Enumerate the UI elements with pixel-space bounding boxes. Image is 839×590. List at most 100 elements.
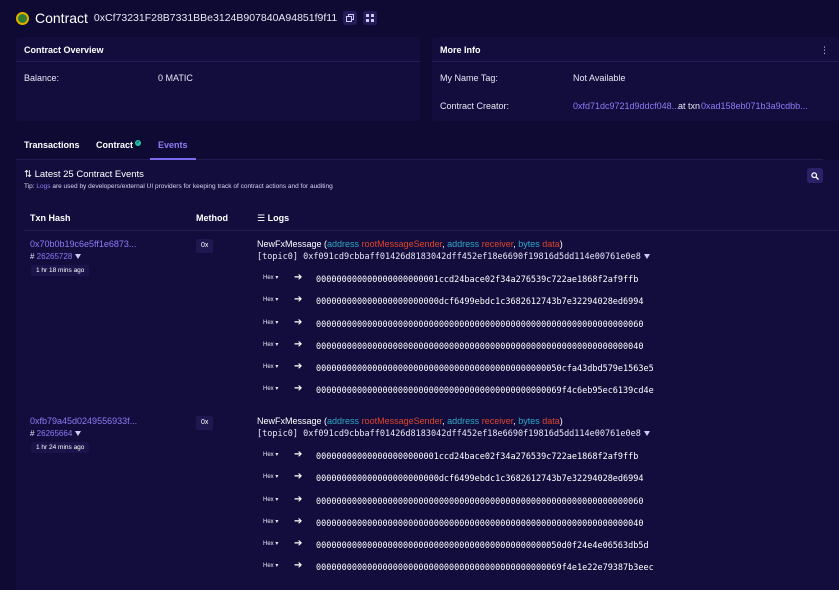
param-type: address — [327, 239, 360, 249]
page-header: Contract 0xCf73231F28B7331BBe3124B907840… — [16, 8, 378, 28]
format-label: Hex — [263, 452, 274, 458]
data-line: Hex ▾ ➔ 0000000000000000000000000000000000… — [263, 383, 839, 397]
arrow-right-icon: ➔ — [294, 560, 303, 571]
col-logs-label: Logs — [267, 213, 290, 223]
param-type: address — [447, 239, 480, 249]
format-select[interactable]: Hex ▾ — [263, 563, 279, 569]
data-value: 0000000000000000000000000000000000000000… — [316, 364, 654, 374]
block-number: # 26265664 — [30, 429, 82, 438]
contract-logo-icon — [16, 11, 29, 25]
kebab-menu-icon[interactable]: ⋮ — [820, 45, 829, 55]
name-tag-label: My Name Tag: — [440, 73, 498, 83]
format-select[interactable]: Hex ▾ — [263, 364, 279, 370]
param-name: rootMessageSender — [361, 239, 443, 249]
creator-label: Contract Creator: — [440, 101, 510, 111]
age-badge: 1 hr 24 mins ago — [31, 442, 90, 453]
arrow-right-icon: ➔ — [294, 383, 303, 394]
arrow-right-icon: ➔ — [294, 538, 303, 549]
data-line: Hex ▾ ➔ 0000000000000000000000000000000000… — [263, 494, 839, 508]
param-type: bytes — [518, 416, 540, 426]
sort-icon: ⇅ — [24, 169, 32, 180]
filter-icon[interactable] — [643, 254, 650, 259]
param-type: address — [447, 416, 480, 426]
block-link[interactable]: 26265664 — [36, 429, 73, 438]
format-select[interactable]: Hex ▾ — [263, 474, 279, 480]
filter-icon[interactable] — [75, 431, 82, 437]
param-type: bytes — [518, 239, 540, 249]
balance-label: Balance: — [24, 73, 60, 83]
contract-address: 0xCf73231F28B7331BBe3124B907840A94851f9f… — [93, 12, 338, 24]
method-badge: 0x — [196, 416, 214, 430]
arrow-right-icon: ➔ — [294, 317, 303, 328]
topic0-row: [topic0] 0xf091cd9cbbaff01426d8183042dff… — [257, 252, 650, 262]
tip-prefix: Tip: — [24, 183, 35, 190]
copy-icon[interactable] — [343, 11, 358, 25]
event-name: NewFxMessage — [257, 416, 322, 426]
tab-contract[interactable]: Contract ✓ — [96, 140, 142, 150]
qr-code-icon[interactable] — [363, 11, 378, 25]
tab-events[interactable]: Events — [150, 140, 195, 160]
events-panel: ⇅ Latest 25 Contract Events Tip: Logs ar… — [16, 160, 839, 590]
format-select[interactable]: Hex ▾ — [263, 386, 279, 392]
arrow-right-icon: ➔ — [294, 272, 303, 283]
verified-check-icon: ✓ — [135, 140, 142, 146]
data-value: 0000000000000000000000000000000000000000… — [316, 342, 644, 352]
format-select[interactable]: Hex ▾ — [263, 320, 279, 326]
data-value: 0000000000000000000000000000000000000000… — [316, 386, 654, 396]
param-name: receiver — [481, 416, 514, 426]
filter-icon[interactable] — [643, 431, 650, 436]
tip-logs-link[interactable]: Logs — [36, 183, 51, 190]
arrow-right-icon: ➔ — [294, 361, 303, 372]
topic0-row: [topic0] 0xf091cd9cbbaff01426d8183042dff… — [257, 429, 650, 439]
tab-transactions[interactable]: Transactions — [24, 140, 80, 150]
data-line: Hex ▾ ➔ 0000000000000000000000000000000000… — [263, 361, 839, 375]
data-value: 0000000000000000000000000000000000000000… — [316, 497, 644, 507]
at-txn-label: at txn — [678, 101, 701, 111]
events-title: Latest 25 Contract Events — [34, 169, 144, 180]
format-select[interactable]: Hex ▾ — [263, 297, 279, 303]
col-logs: ☰ Logs — [257, 213, 289, 224]
topic0-value: 0xf091cd9cbbaff01426d8183042dff452ef18e6… — [303, 429, 641, 439]
data-line: Hex ▾ ➔ 000000000000000000000001ccd24bace0… — [263, 272, 839, 286]
data-value: 000000000000000000000001ccd24bace02f34a2… — [316, 452, 639, 462]
arrow-right-icon: ➔ — [294, 471, 303, 482]
search-button[interactable] — [807, 168, 823, 183]
format-select[interactable]: Hex ▾ — [263, 497, 279, 503]
filter-icon[interactable] — [75, 254, 82, 260]
arrow-right-icon: ➔ — [294, 494, 303, 505]
txhash-link[interactable]: 0x70b0b19c6e5ff1e6873... — [30, 239, 137, 249]
block-link[interactable]: 26265728 — [36, 252, 73, 261]
data-value: 000000000000000000000000dcf6499ebdc1c368… — [316, 474, 644, 484]
card-title: Contract Overview — [16, 37, 420, 62]
format-label: Hex — [263, 386, 274, 392]
data-value: 000000000000000000000000dcf6499ebdc1c368… — [316, 297, 644, 307]
format-label: Hex — [263, 541, 274, 547]
more-info-card: More Info ⋮ My Name Tag: Not Available C… — [432, 37, 839, 121]
param-name: receiver — [481, 239, 514, 249]
format-select[interactable]: Hex ▾ — [263, 275, 279, 281]
creator-address-link[interactable]: 0xfd71dc9721d9ddcf048... — [573, 101, 680, 111]
data-line: Hex ▾ ➔ 0000000000000000000000000000000000… — [263, 516, 839, 530]
topic0-value: 0xf091cd9cbbaff01426d8183042dff452ef18e6… — [303, 252, 641, 262]
format-label: Hex — [263, 563, 274, 569]
creator-txn-link[interactable]: 0xad158eb071b3a9cdbb... — [701, 101, 808, 111]
format-select[interactable]: Hex ▾ — [263, 342, 279, 348]
tab-label: Contract — [96, 140, 134, 150]
format-label: Hex — [263, 320, 274, 326]
age-badge: 1 hr 18 mins ago — [31, 265, 90, 276]
format-select[interactable]: Hex ▾ — [263, 541, 279, 547]
tab-bar: Transactions Contract ✓ Events — [16, 134, 823, 160]
data-value: 0000000000000000000000000000000000000000… — [316, 320, 644, 330]
list-icon: ☰ — [257, 213, 268, 223]
txhash-link[interactable]: 0xfb79a45d0249556933f... — [30, 416, 138, 426]
data-line: Hex ▾ ➔ 000000000000000000000001ccd24bace0… — [263, 449, 839, 463]
data-line: Hex ▾ ➔ 0000000000000000000000000000000000… — [263, 538, 839, 552]
data-line: Hex ▾ ➔ 000000000000000000000000dcf6499ebd… — [263, 471, 839, 485]
format-select[interactable]: Hex ▾ — [263, 519, 279, 525]
page-title: Contract — [35, 10, 88, 26]
data-value: 0000000000000000000000000000000000000000… — [316, 519, 644, 529]
data-value: 000000000000000000000001ccd24bace02f34a2… — [316, 275, 639, 285]
format-label: Hex — [263, 497, 274, 503]
arrow-right-icon: ➔ — [294, 294, 303, 305]
format-select[interactable]: Hex ▾ — [263, 452, 279, 458]
